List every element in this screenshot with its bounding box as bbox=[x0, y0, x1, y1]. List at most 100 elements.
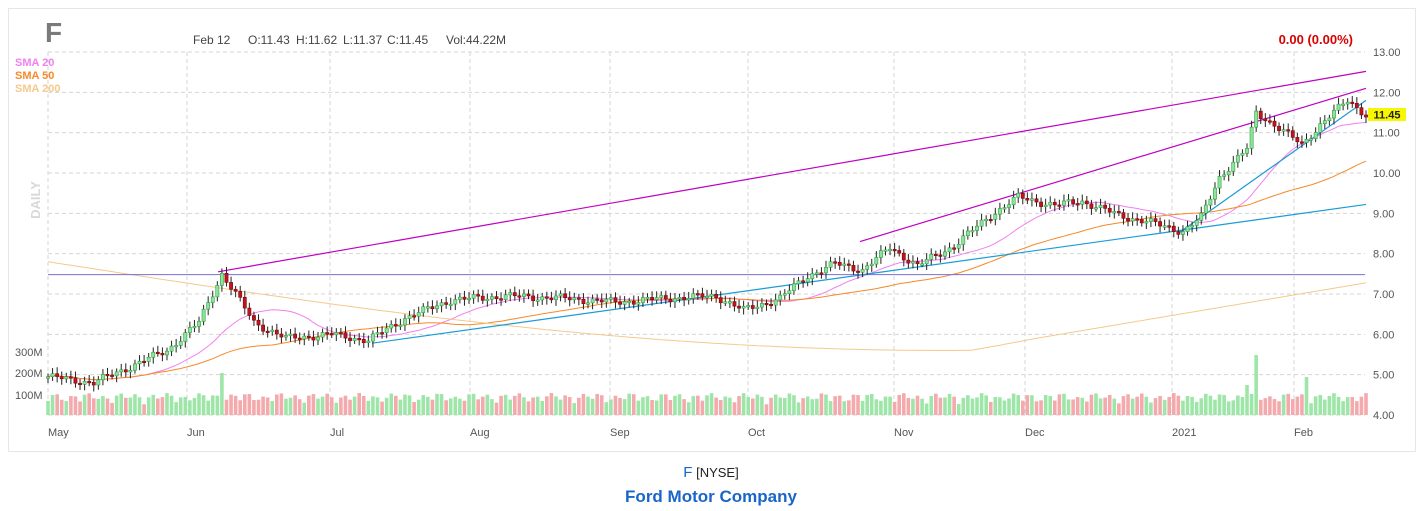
candle-body bbox=[1249, 126, 1254, 149]
volume-bar bbox=[535, 396, 540, 415]
volume-bar bbox=[609, 399, 613, 415]
volume-bar bbox=[476, 399, 480, 415]
volume-bar bbox=[705, 395, 709, 415]
candle-body bbox=[137, 360, 142, 365]
volume-bar bbox=[1181, 400, 1185, 415]
candle-body bbox=[792, 283, 796, 292]
volume-bar bbox=[1149, 402, 1153, 415]
volume-bar bbox=[1144, 396, 1149, 415]
candle-body bbox=[1034, 198, 1039, 203]
candle-body bbox=[233, 289, 238, 292]
x-tick-label: Oct bbox=[748, 427, 765, 439]
volume-bar bbox=[590, 398, 595, 415]
volume-bar bbox=[586, 396, 590, 415]
candle-body bbox=[1089, 203, 1094, 209]
volume-bar bbox=[229, 394, 233, 415]
volume-bar bbox=[869, 393, 874, 415]
volume-bar bbox=[1286, 393, 1291, 415]
x-tick-label: 2021 bbox=[1172, 427, 1196, 439]
candle-body bbox=[567, 297, 572, 301]
candle-body bbox=[938, 254, 943, 257]
volume-bar bbox=[1336, 396, 1341, 415]
candle-body bbox=[659, 295, 664, 298]
volume-bar bbox=[1355, 401, 1359, 415]
volume-bar bbox=[288, 397, 293, 415]
volume-bar bbox=[975, 397, 979, 415]
candle-body bbox=[1295, 137, 1300, 143]
candle-body bbox=[526, 293, 531, 297]
candle-body bbox=[1071, 199, 1076, 204]
volume-bar bbox=[421, 395, 426, 415]
volume-bar bbox=[1258, 399, 1263, 415]
volume-bar bbox=[1071, 399, 1075, 415]
candle-body bbox=[549, 297, 554, 301]
candle-body bbox=[206, 302, 211, 310]
volume-bar bbox=[320, 396, 325, 415]
volume-bar bbox=[165, 393, 169, 415]
volume-bar bbox=[361, 395, 366, 415]
volume-bar bbox=[1341, 401, 1345, 415]
volume-bar bbox=[1309, 403, 1313, 415]
candle-body bbox=[1309, 138, 1313, 141]
candle-body bbox=[595, 298, 600, 301]
candle-body bbox=[183, 332, 188, 342]
candle-body bbox=[1043, 204, 1048, 207]
candle-body bbox=[805, 278, 810, 283]
volume-bar bbox=[522, 397, 526, 415]
y-tick-label: 6.00 bbox=[1373, 329, 1394, 341]
candle-body bbox=[412, 315, 417, 318]
volume-bar bbox=[599, 395, 604, 415]
candle-body bbox=[865, 265, 870, 270]
volume-bar bbox=[847, 400, 851, 415]
volume-bar bbox=[1323, 399, 1327, 415]
close-label: C:11.45 bbox=[387, 33, 428, 47]
volume-bar bbox=[1272, 399, 1277, 415]
candle-body bbox=[1190, 225, 1194, 228]
volume-bar bbox=[851, 394, 856, 415]
volume-bar bbox=[874, 399, 879, 415]
volume-bar bbox=[545, 396, 549, 415]
candle-body bbox=[1359, 107, 1364, 116]
volume-bar bbox=[224, 399, 229, 415]
candle-body bbox=[155, 351, 160, 355]
candle-body bbox=[242, 296, 247, 309]
ticker-line: F [NYSE] bbox=[0, 464, 1422, 481]
volume-bar bbox=[87, 393, 91, 415]
candle-body bbox=[965, 230, 970, 237]
candle-body bbox=[695, 293, 700, 296]
volume-bar bbox=[888, 396, 892, 415]
volume-bar bbox=[325, 393, 329, 415]
volume-bar bbox=[1185, 395, 1190, 415]
volume-bar bbox=[448, 398, 453, 415]
volume-bar bbox=[604, 402, 609, 415]
volume-bar bbox=[1350, 397, 1355, 415]
volume-bar bbox=[718, 400, 723, 415]
candle-body bbox=[787, 290, 792, 294]
volume-bar bbox=[805, 396, 810, 415]
volume-bar bbox=[403, 394, 407, 415]
volume-bar bbox=[563, 395, 567, 415]
y-tick-label: 10.00 bbox=[1373, 168, 1401, 180]
volume-bar bbox=[1281, 394, 1286, 415]
candle-body bbox=[1084, 200, 1089, 205]
volume-bar bbox=[1327, 396, 1332, 415]
candle-body bbox=[357, 338, 362, 341]
volume-bar bbox=[247, 394, 252, 415]
volume-bar bbox=[1135, 396, 1139, 415]
volume-bar bbox=[558, 399, 563, 415]
candle-body bbox=[618, 301, 622, 305]
candle-body bbox=[613, 297, 618, 303]
volume-bar bbox=[1117, 403, 1121, 415]
volume-bar bbox=[384, 397, 389, 415]
candle-body bbox=[924, 259, 929, 265]
candle-body bbox=[302, 335, 307, 340]
caption-symbol[interactable]: F bbox=[683, 464, 693, 481]
candle-body bbox=[563, 293, 568, 298]
volume-bar bbox=[297, 399, 302, 415]
x-tick-label: Jul bbox=[330, 427, 344, 439]
candle-body bbox=[320, 332, 325, 338]
candle-body bbox=[389, 324, 394, 329]
volume-bar bbox=[426, 396, 430, 415]
candle-body bbox=[224, 273, 229, 283]
volume-bar bbox=[1094, 393, 1098, 415]
